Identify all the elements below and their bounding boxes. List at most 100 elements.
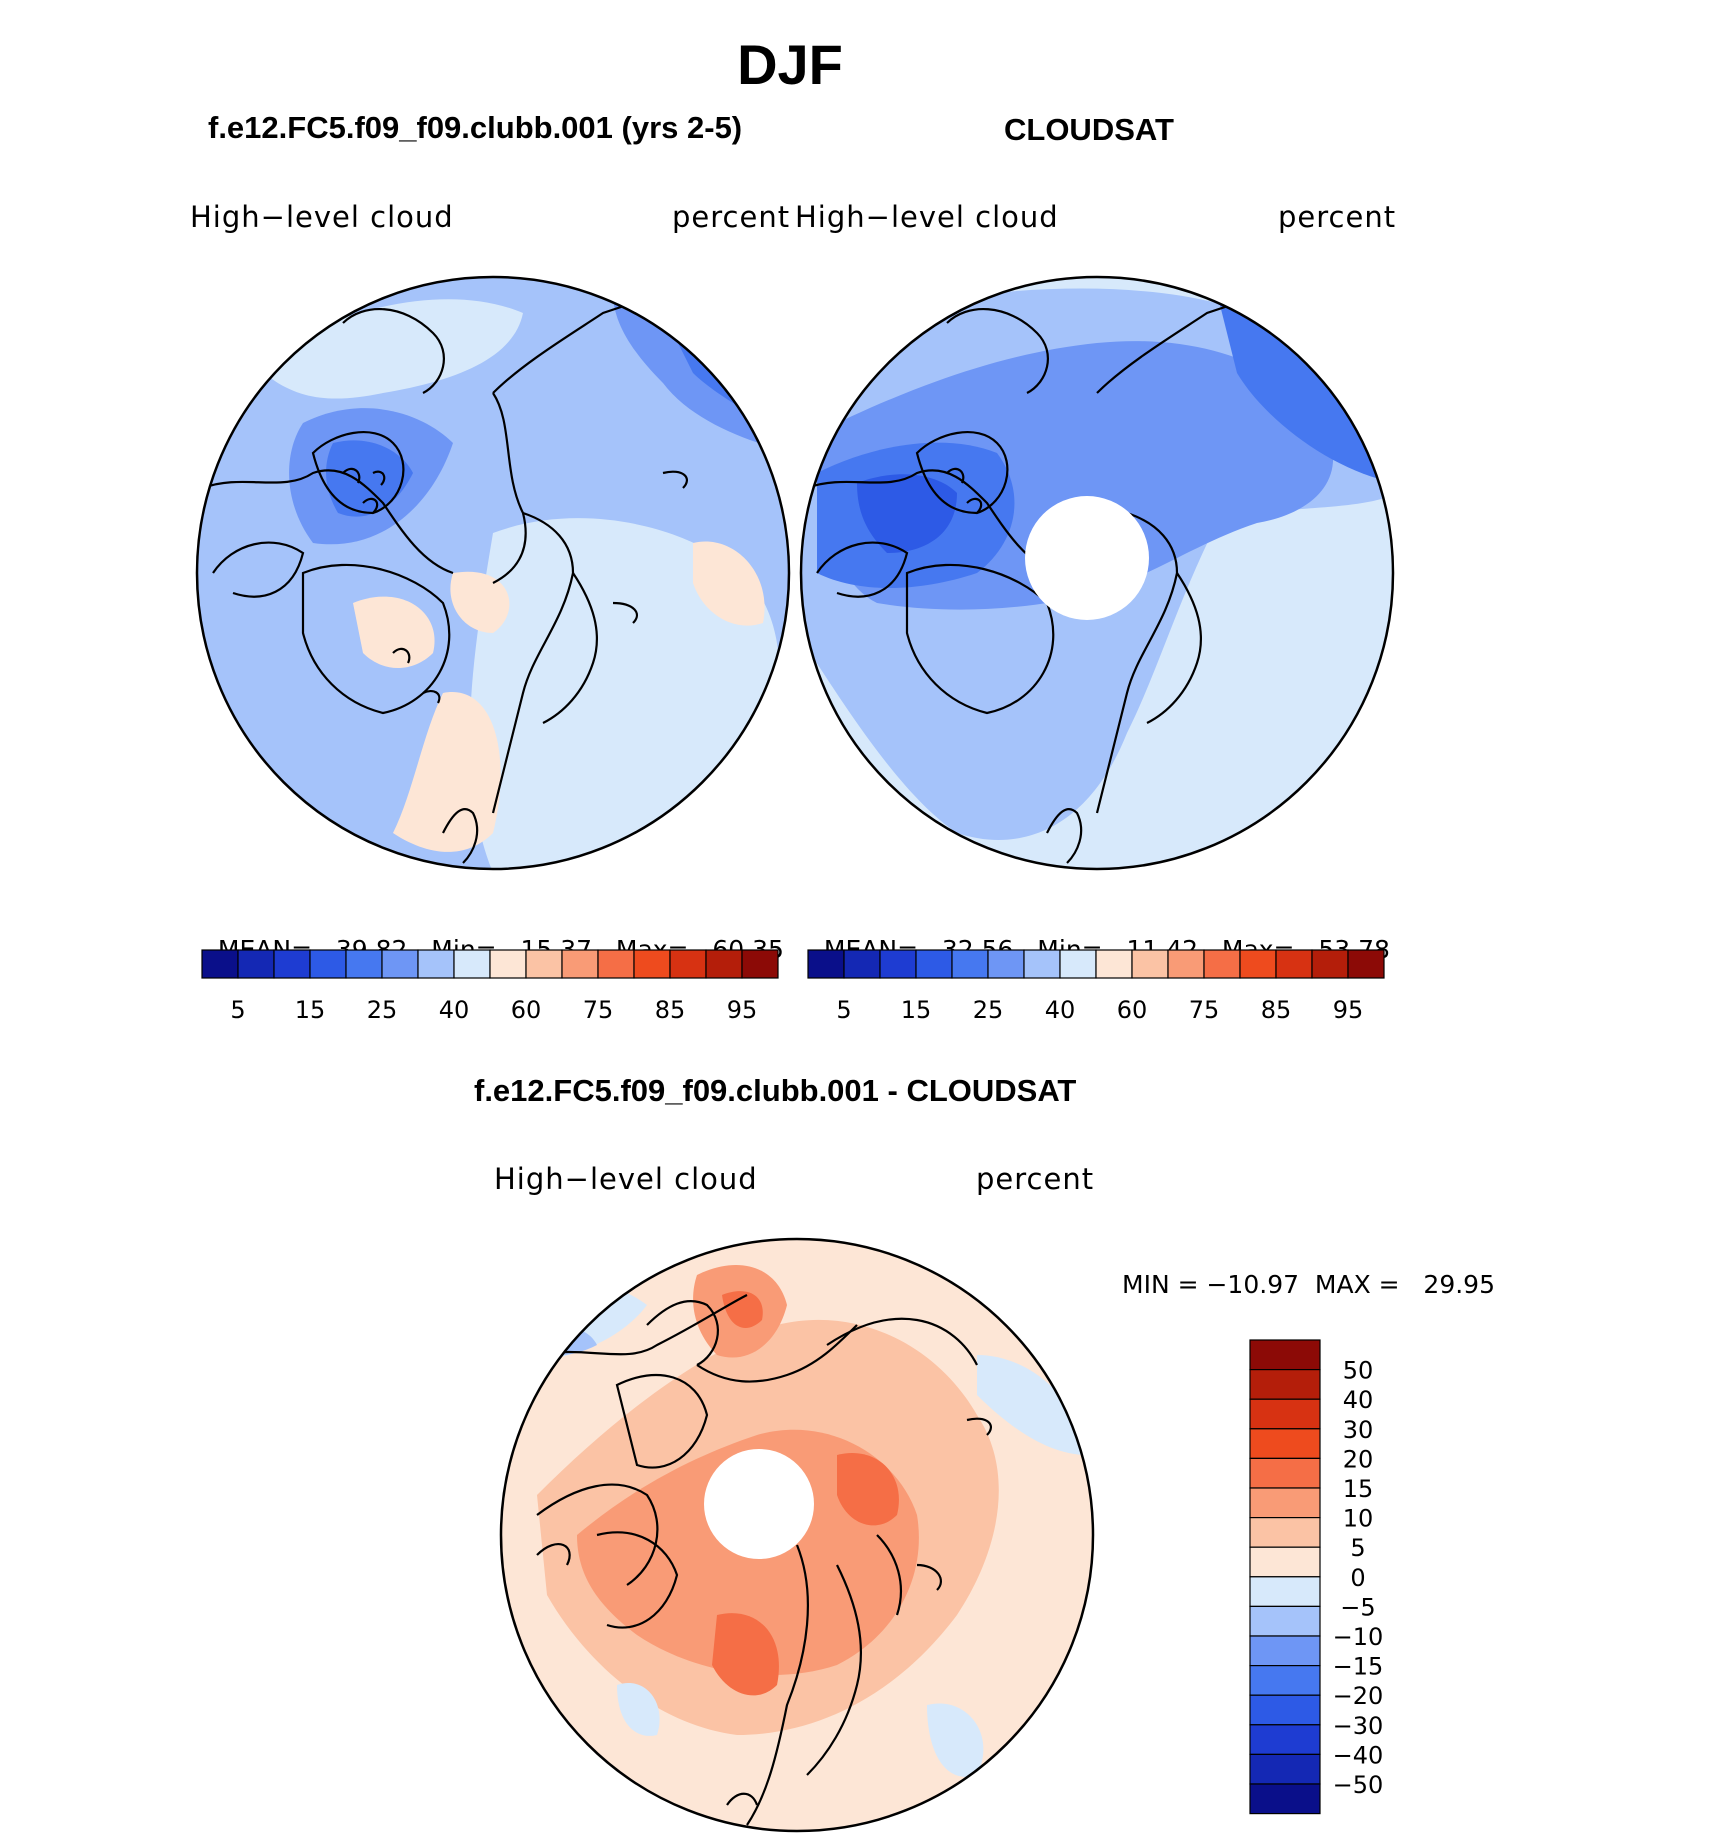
colorbar-swatch xyxy=(1249,1398,1321,1430)
colorbar-swatch xyxy=(843,949,881,979)
units-label-diff: percent xyxy=(976,1162,1095,1196)
colorbar-swatch xyxy=(1311,949,1349,979)
field-peach-spot xyxy=(817,389,850,415)
colorbar-swatch xyxy=(1347,949,1385,979)
map-border xyxy=(499,1237,1095,1833)
colorbar-swatch xyxy=(1249,1724,1321,1755)
colorbar-swatch xyxy=(1249,1457,1321,1489)
polar-map-model xyxy=(195,275,791,871)
colorbar-tick-label: −5 xyxy=(1340,1593,1375,1621)
colorbar-swatch xyxy=(705,949,743,979)
colorbar-tick-label: 75 xyxy=(1189,996,1220,1024)
panel-header-diff: f.e12.FC5.f09_f09.clubb.001 - CLOUDSAT xyxy=(474,1073,1077,1108)
colorbar-tick-label: 15 xyxy=(901,996,932,1024)
colorbar-tick-label: −40 xyxy=(1333,1741,1384,1769)
panel-header-obs: CLOUDSAT xyxy=(1004,112,1174,147)
colorbar-swatch xyxy=(1249,1428,1321,1460)
colorbar-tick-label: 50 xyxy=(1343,1357,1374,1385)
colorbar-swatch xyxy=(525,949,563,979)
field-orange-south xyxy=(712,1613,779,1696)
units-label-model: percent xyxy=(672,200,791,234)
colorbar-swatch xyxy=(1249,1546,1321,1578)
units-label-obs: percent xyxy=(1278,200,1397,234)
colorbar-tick-label: 30 xyxy=(1343,1416,1374,1444)
colorbar-swatch xyxy=(1249,1576,1321,1608)
colorbar-tick-label: 95 xyxy=(727,996,758,1024)
colorbar-tick-label: 10 xyxy=(1343,1505,1374,1533)
field-peach-east xyxy=(693,541,765,626)
colorbar-swatch xyxy=(1203,949,1241,979)
colorbar-swatch xyxy=(669,949,707,979)
colorbar-tick-label: 15 xyxy=(1343,1475,1374,1503)
colorbar-tick-label: 85 xyxy=(1261,996,1292,1024)
colorbar-swatch xyxy=(1275,949,1313,979)
panel-header-model: f.e12.FC5.f09_f09.clubb.001 (yrs 2-5) xyxy=(208,110,743,145)
colorbar-swatch xyxy=(1095,949,1133,979)
colorbar-swatch xyxy=(987,949,1025,979)
colorbar-tick-label: 15 xyxy=(295,996,326,1024)
colorbar-swatch xyxy=(1249,1635,1321,1667)
variable-label-diff: High−level cloud xyxy=(494,1162,758,1196)
colorbar-tick-label: −15 xyxy=(1333,1653,1384,1681)
field-blue-se xyxy=(927,1703,984,1777)
colorbar-swatch xyxy=(879,949,917,979)
colorbar-swatch xyxy=(1249,1487,1321,1519)
colorbar-tick-label: −10 xyxy=(1333,1623,1384,1651)
colorbar-tick-label: 40 xyxy=(1045,996,1076,1024)
field-upper-light xyxy=(253,299,523,399)
colorbar-swatch xyxy=(741,949,779,979)
field-arctic-deepest xyxy=(326,440,413,517)
colorbar-tick-label: −20 xyxy=(1333,1682,1384,1710)
colorbar-swatch xyxy=(1249,1694,1321,1726)
map-border xyxy=(195,275,791,871)
colorbar-tick-label: 95 xyxy=(1333,996,1364,1024)
map-border xyxy=(799,275,1395,871)
colorbar-swatch xyxy=(1167,949,1205,979)
colorbar-tick-label: 60 xyxy=(511,996,542,1024)
field-orange-north-core xyxy=(722,1291,763,1328)
colorbar-swatch xyxy=(1249,1517,1321,1548)
colorbar-swatch xyxy=(309,949,347,979)
colorbar-swatch xyxy=(1239,949,1277,979)
field-orange-east xyxy=(837,1453,899,1526)
colorbar-swatch xyxy=(453,949,491,979)
colorbar-swatch xyxy=(1059,949,1097,979)
coastlines xyxy=(536,1294,992,1826)
field-peach-europe xyxy=(393,692,501,852)
colorbar-swatch xyxy=(1249,1753,1321,1785)
colorbar-tick-label: 40 xyxy=(1343,1386,1374,1414)
field-deepest-core xyxy=(857,474,957,553)
colorbar-tick-label: 20 xyxy=(1343,1445,1374,1473)
colorbar-tick-label: 85 xyxy=(655,996,686,1024)
colorbar-swatch xyxy=(1249,1339,1321,1371)
variable-label-obs: High−level cloud xyxy=(795,200,1059,234)
figure-title: DJF xyxy=(737,33,843,96)
pole-gap xyxy=(704,1449,814,1559)
colorbar-tick-label: 60 xyxy=(1117,996,1148,1024)
colorbar-tick-label: 40 xyxy=(439,996,470,1024)
field-peach-central xyxy=(450,571,510,633)
variable-label-model: High−level cloud xyxy=(190,200,454,234)
colorbar-swatch xyxy=(1249,1783,1321,1815)
polar-map-diff xyxy=(499,1237,1095,1833)
minmax-diff: MIN = −10.97 MAX = 29.95 xyxy=(1122,1270,1495,1299)
colorbar-swatch xyxy=(345,949,383,979)
colorbar-tick-label: 5 xyxy=(1350,1534,1365,1562)
colorbar-swatch xyxy=(273,949,311,979)
colorbar-model: 5 15 25 40 60 75 85 95 xyxy=(201,949,779,1024)
colorbar-tick-label: −50 xyxy=(1333,1771,1384,1799)
colorbar-swatch xyxy=(915,949,953,979)
field-blue-sw xyxy=(617,1683,660,1736)
colorbar-swatch xyxy=(951,949,989,979)
coastlines xyxy=(806,281,1382,864)
pole-gap xyxy=(1025,496,1149,620)
colorbar-swatch xyxy=(561,949,599,979)
colorbar-swatch xyxy=(1249,1605,1321,1637)
colorbar-swatch xyxy=(417,949,455,979)
colorbar-swatch xyxy=(1249,1369,1321,1400)
colorbar-swatch xyxy=(1131,949,1169,979)
colorbar-tick-label: 5 xyxy=(836,996,851,1024)
colorbar-swatch xyxy=(807,949,845,979)
field-blue-ne xyxy=(977,1355,1087,1455)
